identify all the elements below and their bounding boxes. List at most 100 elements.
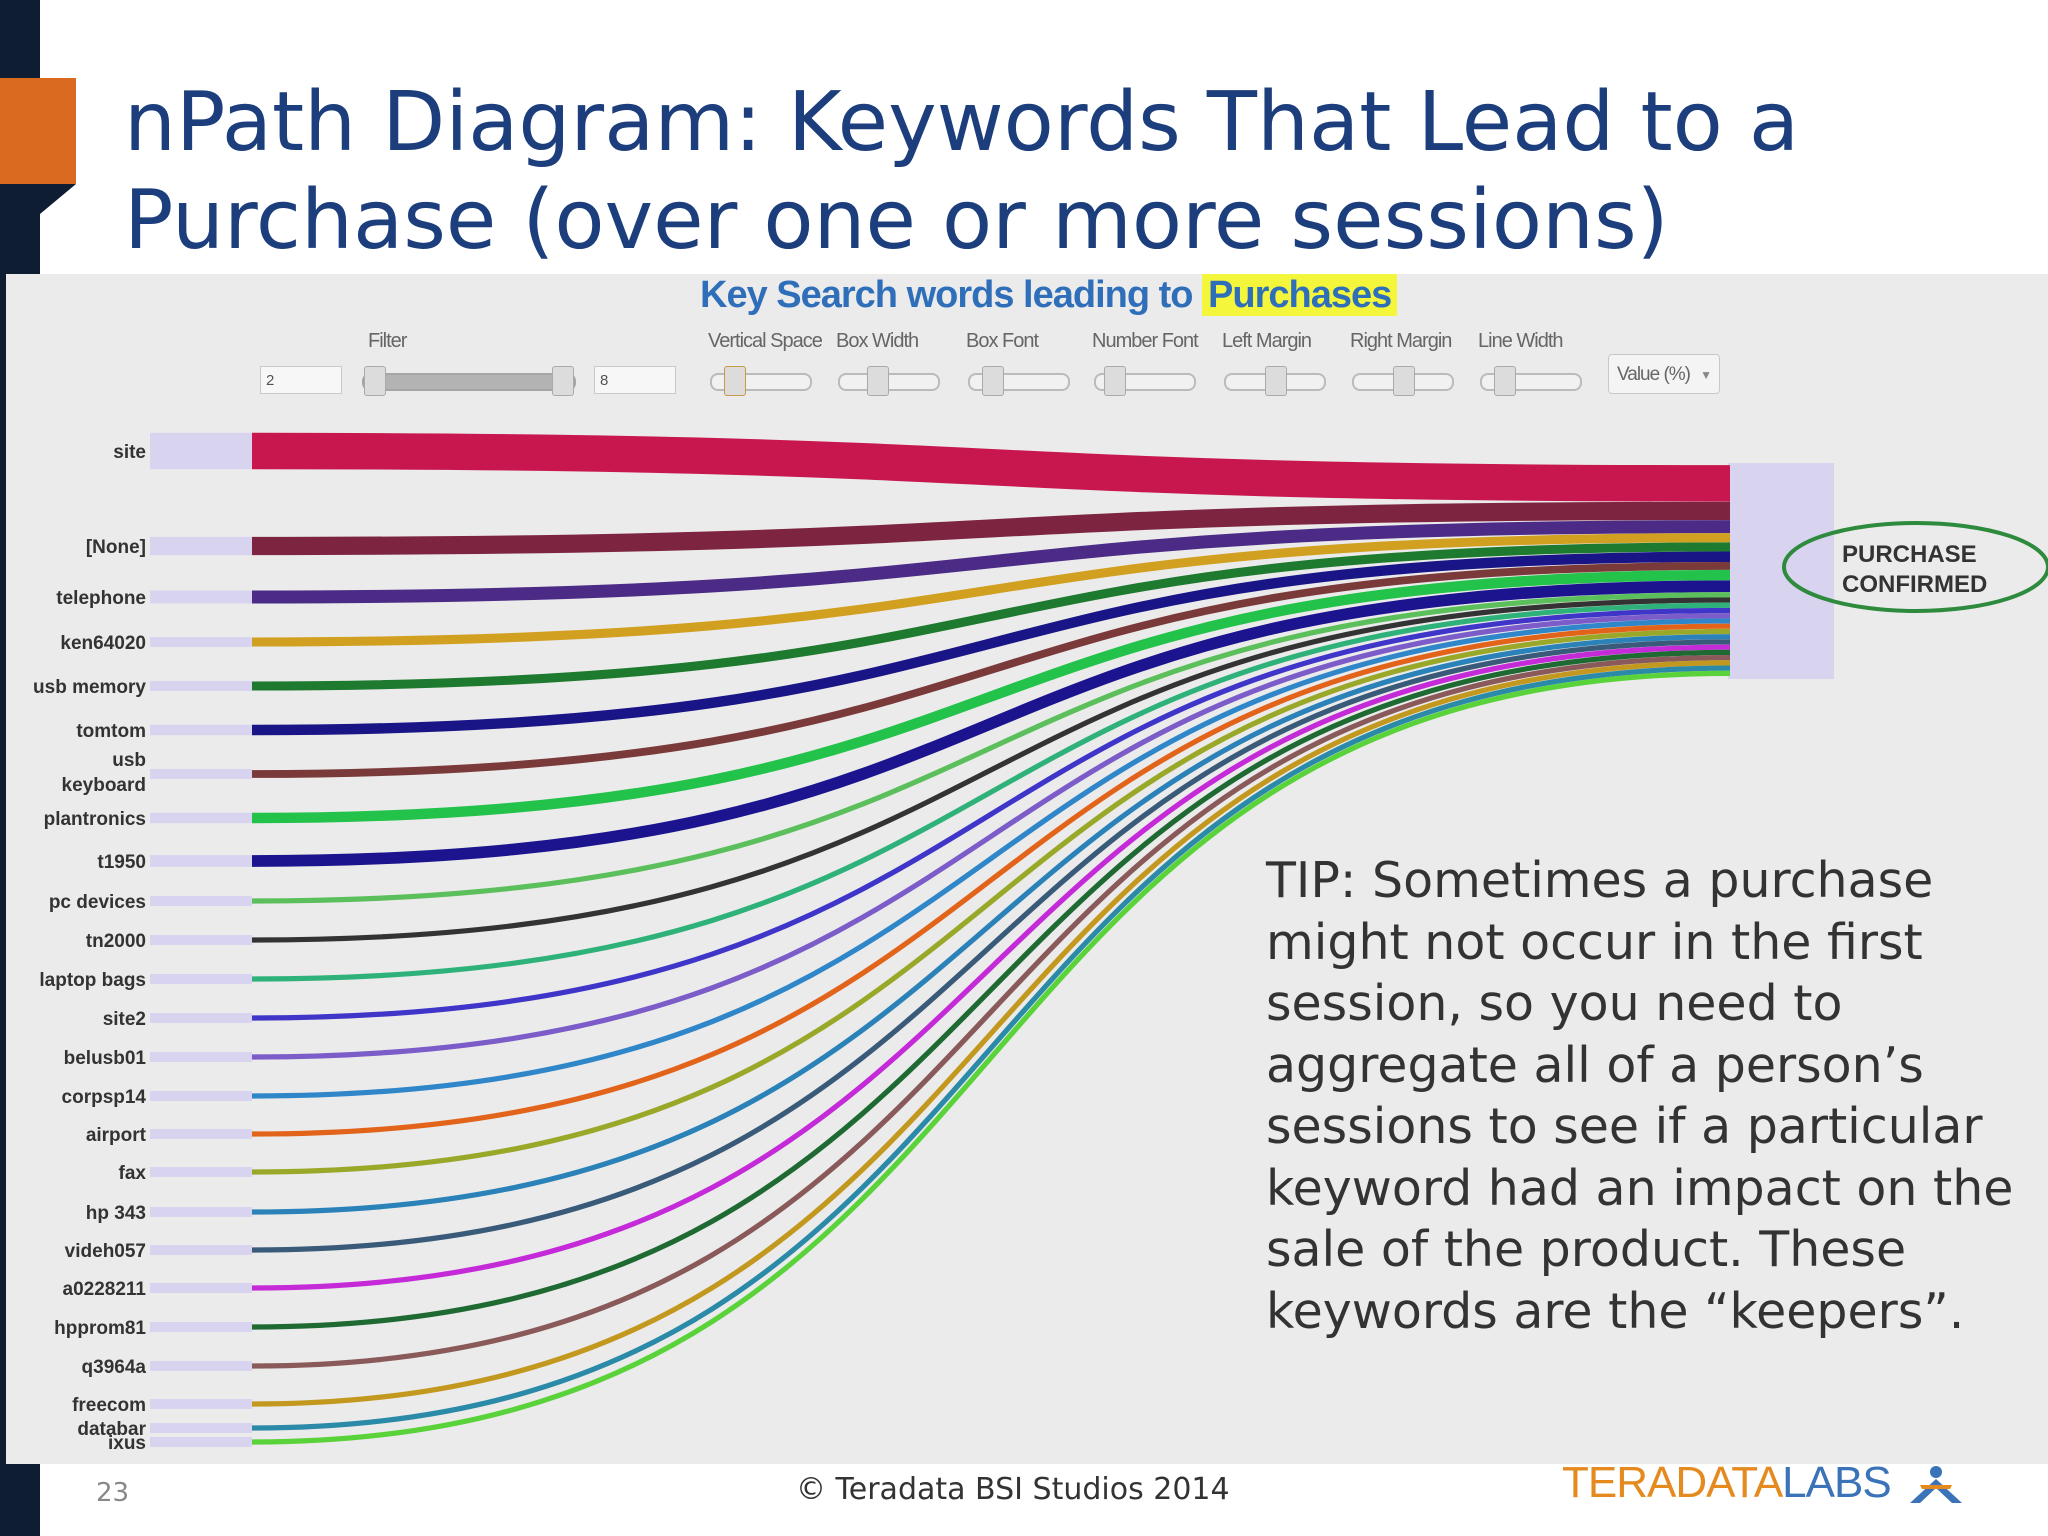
source-node-box	[150, 1052, 252, 1062]
source-node-box	[150, 681, 252, 691]
flow-path-24	[251, 670, 1731, 1445]
slider-thumb-3[interactable]	[1104, 366, 1126, 396]
slider-label-3: Number Font	[1092, 330, 1199, 352]
source-node-box	[150, 1129, 252, 1139]
flow-path-9	[251, 592, 1731, 904]
filter-min-thumb[interactable]	[364, 366, 386, 396]
slider-track-2[interactable]	[968, 366, 1070, 396]
source-node-label: fax	[119, 1163, 147, 1184]
filter-min-input[interactable]: 2	[260, 366, 342, 394]
source-node-label: ken64020	[60, 633, 146, 654]
source-node-box	[150, 432, 252, 470]
source-node-label: belusb01	[64, 1048, 147, 1069]
slider-track-3[interactable]	[1094, 366, 1196, 396]
slider-thumb-1[interactable]	[867, 366, 889, 396]
slider-track-1[interactable]	[838, 366, 940, 396]
source-node-label: a0228211	[63, 1279, 147, 1300]
source-node-label: tomtom	[76, 721, 146, 742]
filter-max-thumb[interactable]	[552, 366, 574, 396]
flow-path-3	[251, 533, 1731, 647]
source-node-box	[150, 1167, 252, 1177]
target-node-label: PURCHASE	[1842, 541, 1977, 568]
flow-path-13	[251, 613, 1731, 1060]
source-node-label: ixus	[108, 1433, 146, 1454]
accent-triangle	[40, 184, 76, 214]
source-node-box	[150, 1399, 252, 1409]
source-node-box	[150, 637, 252, 647]
source-node-box	[150, 1207, 252, 1217]
slider-thumb-6[interactable]	[1494, 366, 1516, 396]
source-node-label: plantronics	[44, 809, 146, 830]
source-node-label: q3964a	[82, 1357, 147, 1378]
flow-path-18	[251, 639, 1731, 1253]
flow-path-10	[251, 597, 1731, 943]
source-node-label: databar	[77, 1419, 146, 1440]
source-node-label: t1950	[97, 852, 146, 873]
source-node-box	[150, 935, 252, 945]
flow-path-6	[251, 562, 1731, 778]
source-node-box	[150, 812, 252, 824]
filter-max-input[interactable]: 8	[594, 366, 676, 394]
filter-range-slider[interactable]	[362, 366, 576, 396]
flow-path-17	[251, 634, 1731, 1215]
tip-text: TIP: Sometimes a purchase might not occu…	[1266, 852, 2014, 1340]
source-node-box	[150, 1322, 252, 1332]
value-select-label: Value (%)	[1617, 364, 1691, 385]
target-node-box	[1728, 463, 1834, 679]
flow-path-20	[251, 649, 1731, 1330]
diagram-title-highlight: Purchases	[1202, 274, 1398, 316]
source-node-label: freecom	[72, 1395, 146, 1416]
teradata-labs-logo: TERADATALABS	[1562, 1458, 1966, 1508]
source-node-label: corpsp14	[62, 1087, 147, 1108]
slider-thumb-0[interactable]	[724, 366, 746, 396]
source-node-label: laptop bags	[39, 970, 146, 991]
source-node-label: usb memory	[33, 677, 146, 698]
source-node-box	[150, 1437, 252, 1447]
slider-track-4[interactable]	[1224, 366, 1326, 396]
flow-path-5	[251, 551, 1731, 736]
slide-title: nPath Diagram: Keywords That Lead to a P…	[124, 75, 1800, 268]
flow-path-23	[251, 665, 1731, 1431]
source-node-label: telephone	[56, 588, 146, 609]
source-node-label: usb	[112, 750, 146, 771]
flow-path-11	[251, 602, 1731, 982]
orange-accent-block	[0, 78, 76, 184]
slide-number: 23	[96, 1478, 130, 1508]
slider-thumb-5[interactable]	[1393, 366, 1415, 396]
source-node-box	[150, 1013, 252, 1023]
flow-path-19	[251, 644, 1731, 1291]
source-node-label: pc devices	[49, 892, 146, 913]
footer-copyright: © Teradata BSI Studios 2014	[796, 1472, 1230, 1507]
slider-track-0[interactable]	[710, 366, 812, 396]
slider-track-5[interactable]	[1352, 366, 1454, 396]
chevron-down-icon: ▼	[1700, 368, 1712, 382]
slider-label-6: Line Width	[1478, 330, 1563, 352]
source-node-box	[150, 974, 252, 984]
slider-track-6[interactable]	[1480, 366, 1582, 396]
filter-label: Filter	[368, 330, 407, 352]
flow-path-15	[251, 623, 1731, 1137]
source-node-box	[150, 590, 252, 604]
flow-path-21	[251, 655, 1731, 1369]
source-node-label: site2	[103, 1009, 146, 1030]
flow-path-4	[251, 542, 1731, 691]
flow-path-14	[251, 618, 1731, 1099]
flow-path-7	[251, 569, 1731, 824]
slider-thumb-2[interactable]	[982, 366, 1004, 396]
value-select[interactable]: Value (%) ▼	[1608, 354, 1720, 394]
logo-suffix: LABS	[1782, 1458, 1892, 1507]
source-node-box	[150, 1423, 252, 1433]
diagram-title: Key Search words leading to Purchases	[700, 274, 1398, 317]
flow-path-12	[251, 607, 1731, 1021]
source-node-box	[150, 1245, 252, 1255]
labs-person-icon	[1909, 1466, 1962, 1504]
source-node-box	[150, 769, 252, 779]
source-node-label: [None]	[86, 537, 146, 558]
slider-label-0: Vertical Space	[708, 330, 823, 352]
flow-path-1	[251, 501, 1731, 556]
slider-thumb-4[interactable]	[1265, 366, 1287, 396]
source-node-box	[150, 536, 252, 556]
flow-path-16	[251, 628, 1731, 1175]
logo-brand: TERADATA	[1562, 1458, 1783, 1507]
